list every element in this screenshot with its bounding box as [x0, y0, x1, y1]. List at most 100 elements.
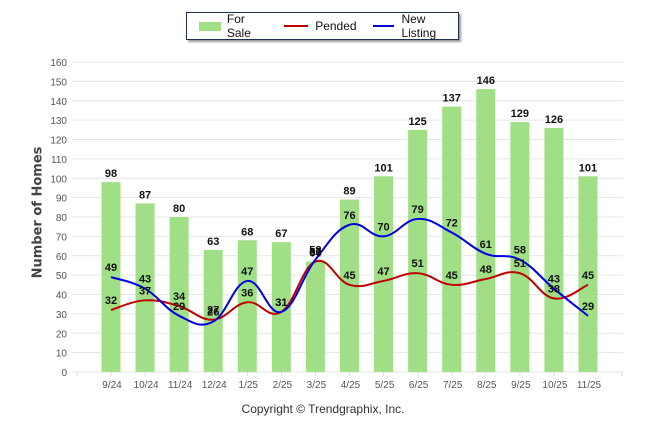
pended-swatch-icon: [284, 25, 309, 27]
point-label-pended: 27: [207, 305, 219, 317]
bar-value-label: 80: [173, 203, 185, 215]
point-label-new-listing: 72: [446, 218, 458, 230]
point-label-new-listing: 31: [275, 297, 287, 309]
x-tick-label: 11/25: [577, 380, 602, 391]
x-tick-label: 9/25: [511, 380, 531, 391]
bar-value-label: 63: [207, 236, 219, 248]
legend-item-pended[interactable]: Pended: [284, 19, 357, 33]
point-label-pended: 32: [105, 295, 117, 307]
point-label-pended: 31: [275, 297, 287, 309]
x-tick-label: 7/25: [443, 380, 463, 391]
point-label-pended: 34: [173, 291, 186, 303]
bar-for-sale: [271, 242, 291, 372]
bar-for-sale: [305, 261, 325, 372]
point-label-pended: 38: [548, 283, 560, 295]
point-label-new-listing: 43: [548, 274, 560, 286]
point-label-new-listing: 43: [139, 274, 151, 286]
y-tick-label: 50: [56, 271, 68, 282]
bar-value-label: 126: [545, 114, 563, 126]
legend: For Sale Pended New Listing: [186, 12, 459, 40]
bar-for-sale: [169, 217, 189, 372]
bar-value-label: 101: [374, 162, 392, 174]
x-tick-labels: 9/24 10/24 11/24 12/24 1/25 2/25 3/25 4/25 5/25 6…: [76, 372, 623, 391]
y-tick-label: 20: [56, 329, 68, 340]
point-label-pended: 45: [446, 270, 458, 282]
bar-value-label: 68: [241, 226, 253, 238]
point-label-new-listing: 61: [480, 239, 492, 251]
y-tick-label: 130: [50, 116, 67, 127]
point-label-new-listing: 29: [173, 301, 185, 313]
point-label-new-listing: 47: [241, 266, 253, 278]
bar-for-sale: [374, 176, 394, 372]
point-label-new-listing: 26: [207, 307, 219, 319]
for-sale-bars: [101, 89, 598, 372]
bar-value-label: 125: [408, 116, 426, 128]
x-tick-label: 9/24: [102, 380, 122, 391]
legend-item-new-listing[interactable]: New Listing: [372, 12, 458, 40]
line-pended: [110, 259, 589, 321]
y-tick-label: 90: [56, 194, 68, 205]
bar-value-label: 101: [579, 162, 597, 174]
bar-for-sale: [203, 249, 223, 372]
point-label-new-listing: 70: [377, 221, 389, 233]
bar-for-sale: [237, 240, 257, 372]
y-tick-label: 140: [50, 97, 67, 108]
y-axis-label: Number of Homes: [30, 146, 46, 279]
x-tick-label: 12/24: [202, 380, 227, 391]
point-label-new-listing: 79: [412, 204, 424, 216]
bar-for-sale: [408, 129, 428, 372]
y-tick-label: 150: [50, 77, 67, 88]
point-label-new-listing: 58: [309, 245, 321, 257]
x-tick-label: 2/25: [273, 380, 293, 391]
y-tick-label: 10: [56, 349, 68, 360]
y-tick-labels: 0 10 20 30 40 50 60 70 80 90 100 110 120 130 140 150 160: [50, 58, 67, 379]
bar-for-sale: [510, 122, 530, 372]
bar-for-sale: [578, 176, 598, 372]
point-label-pended: 48: [480, 264, 492, 276]
point-label-pended: 51: [412, 258, 424, 270]
y-tick-label: 40: [56, 291, 68, 302]
y-tick-label: 60: [56, 252, 68, 263]
point-label-new-listing: 49: [105, 262, 117, 274]
bar-value-label: 89: [343, 186, 355, 198]
line-new-listing: [110, 217, 589, 326]
copyright-text: Copyright © Trendgraphix, Inc.: [241, 402, 405, 416]
for-sale-swatch-icon: [199, 21, 221, 31]
data-labels: 98 87 80 63 68 67 64 89 101 125 137 146 129 126 101 32 3…: [105, 75, 597, 319]
bar-value-label: 146: [477, 75, 495, 87]
y-tick-label: 70: [56, 232, 68, 243]
y-tick-label: 120: [50, 136, 67, 147]
y-tick-label: 100: [50, 174, 67, 185]
bar-value-label: 137: [443, 93, 461, 105]
bar-for-sale: [544, 127, 564, 372]
legend-label-pended: Pended: [315, 19, 357, 33]
x-tick-label: 8/25: [477, 380, 497, 391]
point-label-pended: 51: [514, 258, 526, 270]
bar-for-sale: [442, 106, 462, 372]
point-label-pended: 45: [582, 270, 594, 282]
bar-value-label: 98: [105, 168, 117, 180]
legend-label-for-sale: For Sale: [226, 12, 251, 40]
y-tick-label: 160: [50, 58, 67, 69]
point-label-pended: 45: [343, 270, 355, 282]
point-label-new-listing: 29: [582, 301, 594, 313]
x-tick-label: 3/25: [307, 380, 327, 391]
bar-value-label: 129: [511, 108, 529, 120]
y-tick-label: 30: [56, 310, 68, 321]
bar-for-sale: [476, 89, 496, 372]
series-lines: [110, 217, 589, 326]
legend-label-new-listing: New Listing: [401, 12, 437, 40]
bar-value-label: 87: [139, 189, 151, 201]
new-listing-swatch-icon: [372, 25, 395, 27]
x-tick-label: 6/25: [409, 380, 429, 391]
bar-value-label: 67: [275, 228, 287, 240]
legend-item-for-sale[interactable]: For Sale: [199, 12, 268, 40]
x-tick-label: 4/25: [341, 380, 361, 391]
x-tick-label: 10/25: [542, 380, 567, 391]
point-label-pended: 57: [309, 247, 321, 259]
x-tick-label: 1/25: [239, 380, 259, 391]
point-label-pended: 37: [139, 285, 151, 297]
point-label-new-listing: 58: [514, 245, 526, 257]
point-label-new-listing: 76: [343, 210, 355, 222]
